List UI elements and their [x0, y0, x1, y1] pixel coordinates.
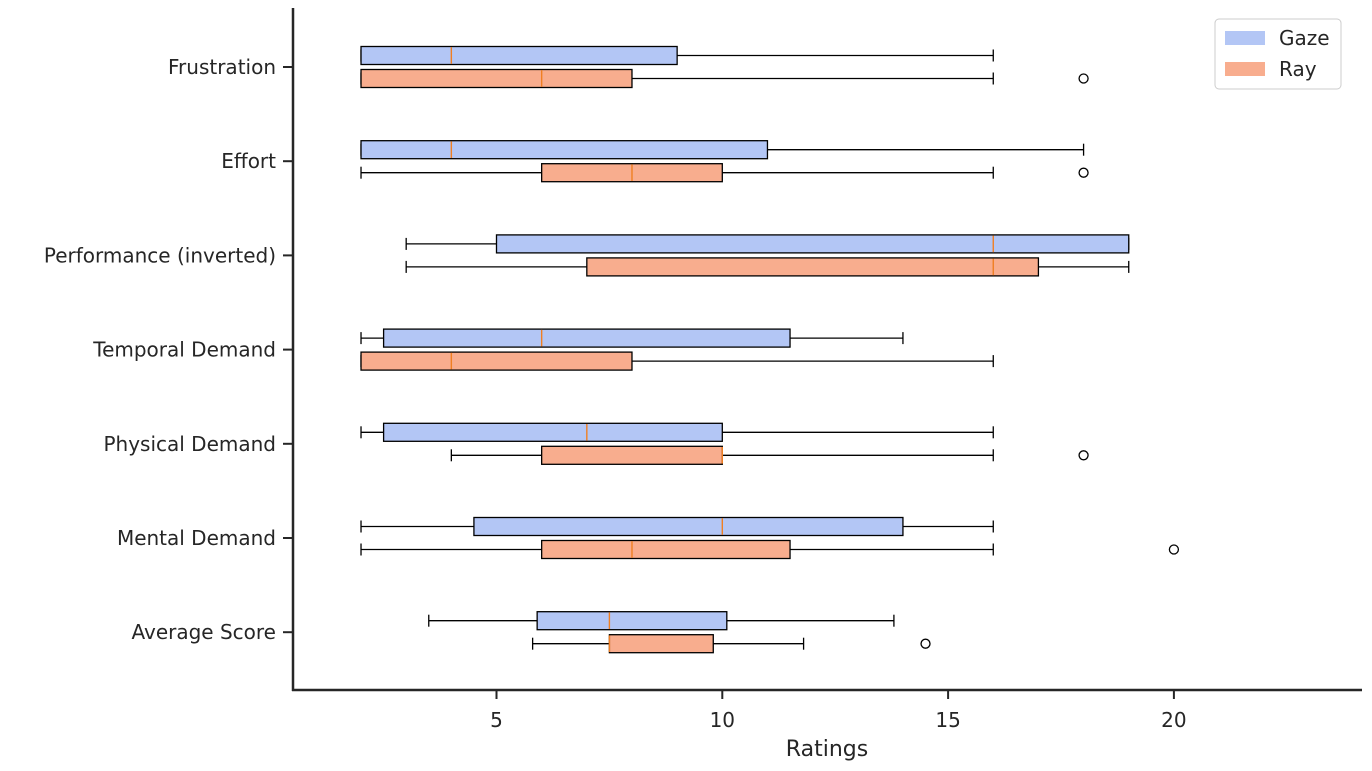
boxplot-gaze-3: [360, 328, 904, 348]
boxplot-ray-2: [405, 257, 1130, 277]
boxplot-ray-1: [360, 163, 1089, 183]
box-iqr: [382, 328, 791, 348]
boxplot-gaze-0: [360, 45, 994, 66]
outlier-point: [1168, 544, 1180, 555]
y-ticks: Frustration Effort Performance (inverted) T…: [44, 55, 293, 644]
box-iqr: [473, 516, 904, 537]
legend-swatch-gaze: [1225, 31, 1265, 45]
box-iqr: [541, 445, 723, 465]
y-tick-label: Frustration: [168, 55, 276, 79]
boxplot-ray-5: [360, 539, 1180, 560]
x-tick-label: 20: [1161, 708, 1186, 732]
boxplot-ray-4: [450, 445, 1089, 465]
y-tick-label: Temporal Demand: [92, 338, 276, 362]
y-tick-label: Physical Demand: [103, 432, 276, 456]
boxplot-ray-6: [531, 634, 931, 654]
legend: Gaze Ray: [1214, 18, 1342, 90]
x-tick-label: 10: [710, 708, 735, 732]
x-axis-label: Ratings: [786, 737, 868, 762]
boxplot-ray-3: [360, 351, 994, 371]
boxplot-gaze-5: [360, 516, 994, 537]
x-tick-label: 15: [935, 708, 960, 732]
boxplot-gaze-4: [360, 422, 994, 442]
box-iqr: [360, 45, 678, 66]
box-iqr: [495, 234, 1130, 254]
y-tick-label: Average Score: [131, 620, 276, 644]
box-iqr: [536, 611, 728, 631]
y-tick-label: Mental Demand: [117, 526, 276, 550]
y-tick-label: Effort: [221, 149, 276, 173]
x-ticks: 5 10 15 20: [490, 690, 1187, 732]
axes: [291, 8, 1362, 692]
boxplot-gaze-1: [360, 140, 1085, 160]
outlier-point: [1078, 167, 1089, 178]
boxplot-gaze-6: [428, 611, 895, 631]
box-iqr: [360, 68, 633, 89]
outlier-point: [1078, 73, 1089, 84]
outlier-point: [1078, 450, 1089, 461]
y-tick-label: Performance (inverted): [44, 243, 276, 267]
box-iqr: [360, 140, 769, 160]
legend-label-ray: Ray: [1279, 57, 1317, 81]
boxplot-gaze-2: [405, 234, 1130, 254]
box-iqr: [541, 539, 791, 560]
legend-swatch-ray: [1225, 62, 1265, 76]
x-tick-label: 5: [490, 708, 503, 732]
box-iqr: [360, 351, 633, 371]
box-iqr: [608, 634, 714, 654]
box-iqr: [586, 257, 1040, 277]
box-iqr: [382, 422, 723, 442]
boxplot-ray-0: [360, 68, 1089, 89]
legend-label-gaze: Gaze: [1279, 26, 1330, 50]
plot-marks: [360, 45, 1180, 654]
outlier-point: [920, 638, 931, 649]
